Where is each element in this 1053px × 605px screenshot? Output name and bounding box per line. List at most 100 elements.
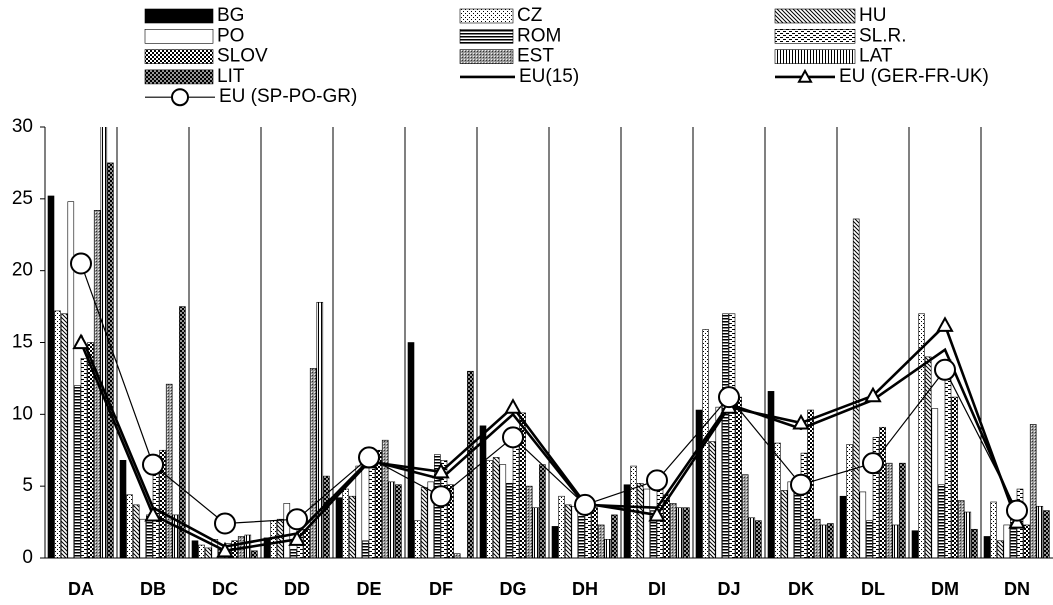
legend-item: LIT xyxy=(144,66,245,87)
legend-label: EST xyxy=(517,46,554,67)
bar xyxy=(453,553,461,559)
bar xyxy=(348,495,356,559)
bar xyxy=(60,313,68,559)
bar xyxy=(323,475,330,559)
bar xyxy=(283,503,291,559)
legend-marker xyxy=(797,68,813,83)
bar xyxy=(846,444,853,559)
bar xyxy=(957,500,965,559)
bar xyxy=(820,524,828,559)
legend-item: EU (SP-PO-GR) xyxy=(145,86,357,107)
bar xyxy=(1036,505,1044,559)
bar xyxy=(198,544,205,559)
legend-item: PO xyxy=(144,25,244,46)
y-tick-label: 15 xyxy=(12,332,33,353)
legend-swatch xyxy=(459,28,514,44)
bar xyxy=(316,301,324,559)
legend-label: EU (SP-PO-GR) xyxy=(219,86,357,107)
x-tick-label: DA xyxy=(68,579,94,599)
bar xyxy=(944,359,952,559)
y-tick-label: 5 xyxy=(22,475,33,496)
bar xyxy=(839,495,847,559)
bar xyxy=(414,520,421,559)
x-tick-label: DH xyxy=(572,579,598,599)
marker xyxy=(790,473,812,496)
bar xyxy=(486,460,493,559)
marker xyxy=(142,453,164,476)
y-tick-label: 0 xyxy=(22,547,33,568)
bar xyxy=(728,313,736,559)
bar xyxy=(827,523,834,559)
marker xyxy=(430,485,452,508)
bar xyxy=(165,383,173,559)
bar xyxy=(1043,510,1050,559)
bar xyxy=(479,425,487,559)
legend-item: BG xyxy=(144,5,244,26)
x-tick-label: DM xyxy=(931,579,959,599)
marker xyxy=(574,493,596,516)
bar xyxy=(512,435,520,559)
x-tick-label: DK xyxy=(788,579,814,599)
legend-item: EU (GER-FR-UK) xyxy=(775,66,989,87)
marker xyxy=(432,462,450,479)
bar xyxy=(669,503,677,559)
bar xyxy=(303,528,310,559)
bar xyxy=(558,495,565,559)
bar xyxy=(532,507,540,559)
plot-area xyxy=(47,127,1050,559)
legend-swatch xyxy=(144,8,214,24)
bar xyxy=(87,342,94,559)
bar xyxy=(859,491,867,559)
bar xyxy=(499,464,507,559)
legend-swatch xyxy=(774,8,856,24)
bar xyxy=(67,201,75,559)
bar xyxy=(342,488,349,559)
bar xyxy=(1023,524,1030,559)
bar xyxy=(335,497,343,559)
x-tick-label: DL xyxy=(861,579,885,599)
bar xyxy=(47,195,55,559)
bar xyxy=(407,342,415,559)
bar xyxy=(263,537,271,559)
bar xyxy=(179,306,186,559)
marker xyxy=(864,386,882,403)
legend-label: HU xyxy=(859,5,886,26)
bar xyxy=(578,516,585,559)
bar xyxy=(54,310,61,559)
bar xyxy=(813,518,821,559)
bar xyxy=(381,439,389,559)
marker xyxy=(502,426,524,449)
legend-item: EU(15) xyxy=(460,66,579,87)
bar xyxy=(525,485,533,559)
legend-label: LIT xyxy=(217,66,245,87)
bar xyxy=(204,547,212,559)
bar xyxy=(892,524,900,559)
bar xyxy=(780,490,788,559)
bar xyxy=(755,520,762,559)
bar xyxy=(911,530,919,559)
bar xyxy=(708,441,716,559)
bar xyxy=(395,484,402,559)
legend-swatch xyxy=(144,49,214,64)
bar xyxy=(492,457,500,559)
legend-label: EU(15) xyxy=(519,66,579,87)
bar xyxy=(774,442,781,559)
y-tick-label: 30 xyxy=(12,116,33,137)
marker xyxy=(648,505,666,522)
bar xyxy=(676,507,684,559)
legend-swatch xyxy=(459,49,514,64)
bar xyxy=(636,482,644,559)
x-tick-label: DG xyxy=(500,579,527,599)
legend-item: CZ xyxy=(459,5,543,26)
bar xyxy=(309,368,317,559)
bar xyxy=(420,487,428,559)
bar xyxy=(388,481,396,559)
bar xyxy=(551,526,559,559)
bar xyxy=(885,462,893,559)
bar xyxy=(983,536,991,559)
legend-marker xyxy=(171,88,189,107)
bar xyxy=(735,396,742,559)
bar xyxy=(866,520,873,559)
bar xyxy=(722,313,729,559)
